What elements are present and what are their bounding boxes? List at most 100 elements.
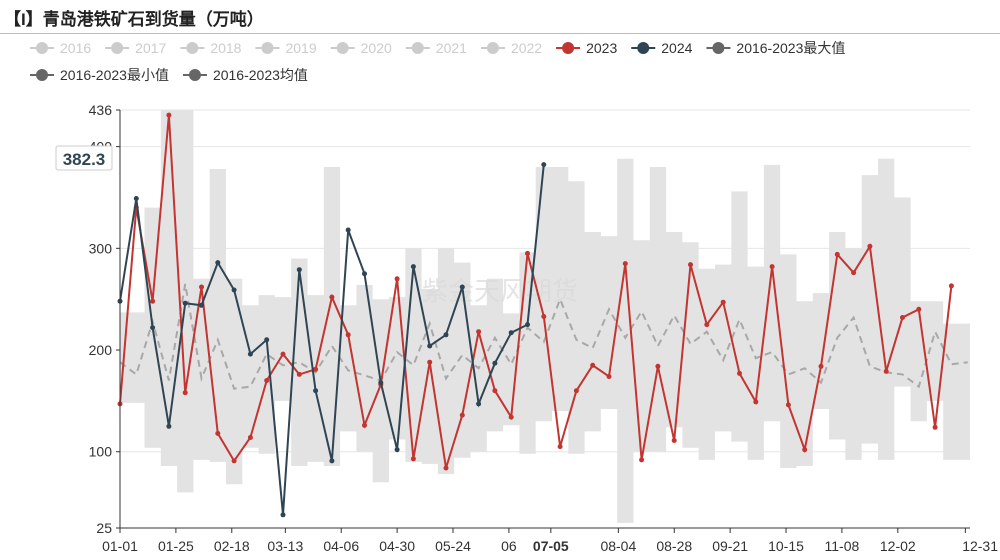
series-2024-point-25[interactable] xyxy=(525,322,530,328)
series-2023-point-12[interactable] xyxy=(313,366,319,372)
series-2023-point-2[interactable] xyxy=(150,298,156,304)
series-2023-point-8[interactable] xyxy=(247,435,253,440)
series-2024-point-16[interactable] xyxy=(378,380,384,386)
series-2023-point-42[interactable] xyxy=(802,447,808,453)
series-2023-point-6[interactable] xyxy=(215,430,221,436)
legend-item-2017[interactable]: 2017 xyxy=(105,40,167,56)
series-2023-point-48[interactable] xyxy=(900,315,905,320)
series-2024-point-8[interactable] xyxy=(247,351,253,357)
series-2024-point-15[interactable] xyxy=(362,271,367,277)
series-2024-point-11[interactable] xyxy=(296,267,302,273)
legend-item-2016[interactable]: 2016 xyxy=(30,40,91,56)
series-2023-point-49[interactable] xyxy=(916,306,922,312)
series-2024-point-7[interactable] xyxy=(231,287,237,293)
legend-marker-dot xyxy=(186,42,199,54)
series-2023-point-3[interactable] xyxy=(166,112,172,118)
series-2024-point-22[interactable] xyxy=(476,401,482,407)
series-2023-point-20[interactable] xyxy=(443,465,449,471)
series-2023-point-4[interactable] xyxy=(182,390,188,396)
series-2023-point-35[interactable] xyxy=(688,262,693,268)
series-2024-point-21[interactable] xyxy=(459,284,465,290)
series-2024-point-9[interactable] xyxy=(264,337,270,343)
legend-item-2018[interactable]: 2018 xyxy=(180,40,242,56)
series-2023-point-19[interactable] xyxy=(427,359,433,365)
value-tooltip: 382.3 xyxy=(55,145,113,171)
series-2024-point-13[interactable] xyxy=(329,458,335,464)
legend-marker-dot xyxy=(637,42,650,54)
series-2023-point-10[interactable] xyxy=(280,351,286,357)
series-2024-point-26[interactable] xyxy=(541,162,547,168)
series-2023-point-7[interactable] xyxy=(231,458,237,464)
series-2024-point-12[interactable] xyxy=(313,388,319,394)
series-2023-point-50[interactable] xyxy=(932,424,938,430)
series-2023-point-5[interactable] xyxy=(199,284,204,290)
series-2023-point-14[interactable] xyxy=(345,332,351,338)
series-2023-point-26[interactable] xyxy=(541,314,547,319)
series-2023-point-21[interactable] xyxy=(459,412,465,418)
legend-item-2021[interactable]: 2021 xyxy=(405,40,467,56)
watermark: 紫金天风期货 xyxy=(422,276,578,306)
series-2023-point-38[interactable] xyxy=(737,370,742,376)
series-2023-point-43[interactable] xyxy=(818,363,824,369)
series-2023-point-39[interactable] xyxy=(753,399,759,405)
series-2024-point-6[interactable] xyxy=(215,260,221,266)
series-2023-point-11[interactable] xyxy=(296,371,302,377)
series-2023-point-41[interactable] xyxy=(785,402,791,408)
series-2023-point-37[interactable] xyxy=(720,299,726,305)
series-2023-point-44[interactable] xyxy=(834,251,840,257)
series-2023-point-28[interactable] xyxy=(573,388,579,394)
series-2023-point-47[interactable] xyxy=(883,368,889,374)
series-2024-point-19[interactable] xyxy=(427,343,433,349)
legend-item-2016-2023最大值[interactable]: 2016-2023最大值 xyxy=(706,40,845,56)
series-2024-point-23[interactable] xyxy=(492,360,498,366)
series-2023-point-33[interactable] xyxy=(655,363,661,369)
series-2023-point-31[interactable] xyxy=(622,261,628,267)
series-2023-point-24[interactable] xyxy=(508,414,514,420)
legend-label: 2017 xyxy=(135,40,166,56)
series-2023-point-36[interactable] xyxy=(704,322,710,328)
legend-item-2016-2023均值[interactable]: 2016-2023均值 xyxy=(182,67,308,83)
series-2023-point-27[interactable] xyxy=(557,444,563,450)
legend-item-2019[interactable]: 2019 xyxy=(255,40,317,56)
series-2023-point-40[interactable] xyxy=(769,264,775,270)
series-2023-point-34[interactable] xyxy=(671,438,677,443)
series-2024-point-24[interactable] xyxy=(508,330,514,336)
series-2023-point-32[interactable] xyxy=(639,457,645,463)
series-2024-point-5[interactable] xyxy=(199,302,204,308)
series-2024-point-14[interactable] xyxy=(345,227,351,233)
legend-marker-dot xyxy=(188,69,201,81)
series-2023-point-17[interactable] xyxy=(394,276,400,282)
x-tick-label-01-25: 01-25 xyxy=(158,538,194,554)
y-tick-label-100: 100 xyxy=(89,444,113,460)
series-2023-point-25[interactable] xyxy=(525,250,530,256)
series-2023-point-45[interactable] xyxy=(851,270,857,276)
legend-item-2016-2023最小值[interactable]: 2016-2023最小值 xyxy=(30,67,169,83)
series-2024-point-2[interactable] xyxy=(150,325,156,331)
series-2023-point-29[interactable] xyxy=(590,362,596,368)
legend-item-2022[interactable]: 2022 xyxy=(480,40,542,56)
series-2023-line xyxy=(119,115,953,469)
series-2023-point-23[interactable] xyxy=(492,388,498,394)
series-2023-point-22[interactable] xyxy=(476,329,482,335)
series-2023-point-9[interactable] xyxy=(264,378,270,383)
legend: 2016 2017 2018 2019 2020 2021 2022 2023 2024 2016… xyxy=(30,40,845,83)
series-2023-point-15[interactable] xyxy=(362,422,367,428)
series-2023-point-30[interactable] xyxy=(606,374,612,379)
series-2023-point-46[interactable] xyxy=(867,243,873,249)
series-2024-point-20[interactable] xyxy=(443,332,449,338)
x-tick-label-12-02: 12-02 xyxy=(880,538,916,554)
series-2023-point-51[interactable] xyxy=(948,283,954,289)
series-2024-point-17[interactable] xyxy=(394,447,400,453)
series-2024-point-1[interactable] xyxy=(133,196,139,201)
series-2024-point-3[interactable] xyxy=(166,423,172,429)
series-2024-point-10[interactable] xyxy=(280,512,286,518)
series-2024-point-4[interactable] xyxy=(182,300,188,306)
legend-item-2024[interactable]: 2024 xyxy=(631,40,693,56)
legend-item-2023[interactable]: 2023 xyxy=(556,40,617,56)
series-2023-point-13[interactable] xyxy=(329,294,335,300)
x-tick-label-09-21: 09-21 xyxy=(712,538,748,554)
series-2023-point-18[interactable] xyxy=(410,456,416,462)
series-2024-point-18[interactable] xyxy=(410,264,416,270)
legend-item-2020[interactable]: 2020 xyxy=(330,40,392,56)
